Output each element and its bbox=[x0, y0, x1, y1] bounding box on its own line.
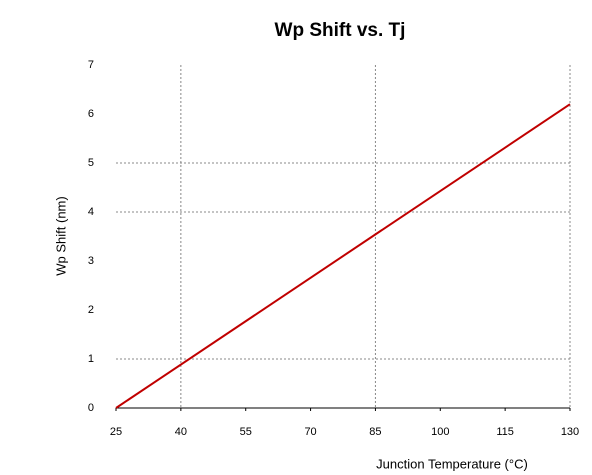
y-tick-label: 5 bbox=[88, 157, 94, 169]
y-tick-label: 7 bbox=[88, 59, 94, 71]
x-tick-label: 100 bbox=[431, 426, 449, 438]
x-tick-label: 130 bbox=[561, 426, 579, 438]
y-tick-label: 6 bbox=[88, 108, 94, 120]
chart-title: Wp Shift vs. Tj bbox=[275, 20, 406, 41]
y-tick-label: 1 bbox=[88, 353, 94, 365]
x-axis-label: Junction Temperature (°C) bbox=[376, 456, 528, 471]
x-tick-label: 55 bbox=[240, 426, 252, 438]
x-tick-label: 115 bbox=[496, 426, 514, 438]
x-tick-label: 85 bbox=[369, 426, 381, 438]
data-line bbox=[115, 103, 571, 409]
y-tick-label: 0 bbox=[88, 402, 94, 414]
x-tick-label: 70 bbox=[304, 426, 316, 438]
y-tick-label: 2 bbox=[88, 304, 94, 316]
y-tick-label: 4 bbox=[88, 206, 94, 218]
y-axis-label: Wp Shift (nm) bbox=[53, 196, 68, 275]
x-tick-label: 25 bbox=[110, 426, 122, 438]
x-tick-label: 40 bbox=[175, 426, 187, 438]
y-tick-label: 3 bbox=[88, 255, 94, 267]
